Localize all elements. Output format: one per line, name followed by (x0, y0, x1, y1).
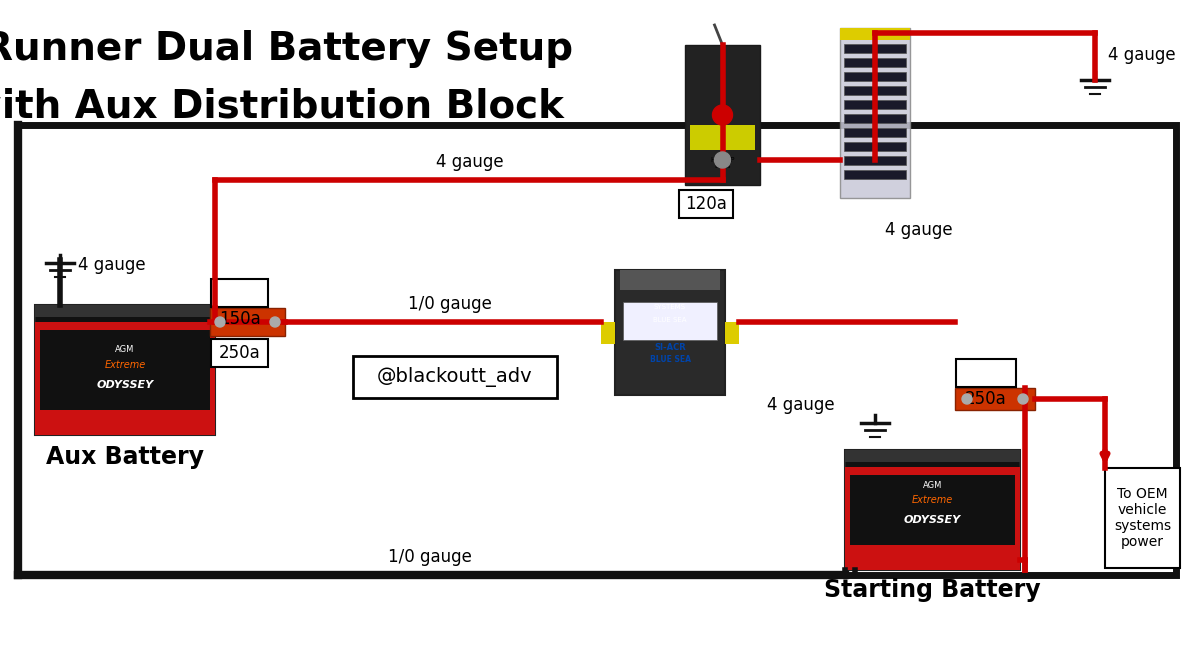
Bar (844, 44, 907, 53)
Text: 150a: 150a (219, 310, 261, 328)
Bar (35, 305, 215, 317)
Text: BLUE SEA: BLUE SEA (653, 317, 687, 323)
Bar (844, 114, 907, 123)
Bar (850, 475, 1015, 545)
FancyBboxPatch shape (353, 356, 557, 398)
Text: 250a: 250a (219, 344, 261, 362)
Bar (840, 28, 910, 198)
Bar (623, 302, 716, 340)
Circle shape (713, 105, 732, 125)
Bar (35, 322, 215, 417)
Bar (39, 330, 210, 410)
Bar (844, 170, 907, 179)
Text: Extreme: Extreme (104, 360, 146, 370)
Bar (840, 28, 910, 40)
Circle shape (215, 317, 225, 327)
Text: BLUE SEA: BLUE SEA (649, 356, 690, 364)
Bar (18, 125, 1176, 575)
Text: 4 gauge: 4 gauge (1107, 46, 1176, 64)
Text: AGM: AGM (115, 346, 135, 354)
Text: HI-AMP
Buss: HI-AMP Buss (710, 157, 734, 170)
Text: AGM: AGM (923, 480, 942, 490)
FancyBboxPatch shape (679, 190, 733, 218)
Bar (954, 388, 1035, 410)
Bar (846, 552, 1020, 570)
Bar (846, 467, 1020, 552)
Circle shape (1018, 394, 1029, 404)
Text: @blackoutt_adv: @blackoutt_adv (377, 367, 532, 387)
Text: Aux Battery: Aux Battery (45, 445, 205, 469)
Text: SI-ACR: SI-ACR (654, 342, 685, 352)
Text: with Aux Distribution Block: with Aux Distribution Block (0, 88, 565, 126)
Circle shape (270, 317, 280, 327)
Text: ODYSSEY: ODYSSEY (904, 515, 962, 525)
Bar (35, 417, 215, 435)
Text: 4 gauge: 4 gauge (885, 221, 953, 239)
Bar (846, 450, 1020, 462)
Bar (1105, 468, 1180, 568)
Bar (844, 156, 907, 165)
Bar (844, 86, 907, 95)
Bar (620, 270, 720, 290)
Text: 1/0 gauge: 1/0 gauge (388, 548, 472, 566)
Circle shape (714, 152, 731, 168)
Bar (690, 125, 755, 150)
Text: 4 gauge: 4 gauge (768, 396, 835, 414)
Bar (602, 322, 615, 344)
FancyBboxPatch shape (210, 279, 268, 307)
Bar (844, 72, 907, 81)
Text: 4 gauge: 4 gauge (78, 256, 146, 274)
Text: Starting Battery: Starting Battery (824, 578, 1041, 602)
Text: ODYSSEY: ODYSSEY (97, 380, 153, 390)
Text: SYSTEMS: SYSTEMS (654, 304, 687, 310)
Bar (685, 45, 759, 185)
Text: To OEM
vehicle
systems
power: To OEM vehicle systems power (1113, 486, 1171, 549)
Text: 120a: 120a (685, 195, 727, 213)
Bar (210, 308, 285, 336)
Text: 250a: 250a (965, 390, 1007, 408)
Bar (725, 322, 739, 344)
Bar (615, 270, 725, 395)
Text: 4 gauge: 4 gauge (437, 153, 504, 171)
Bar (844, 128, 907, 137)
Text: 4Runner Dual Battery Setup: 4Runner Dual Battery Setup (0, 30, 574, 68)
Bar (35, 305, 215, 435)
Circle shape (962, 394, 972, 404)
Text: 1/0 gauge: 1/0 gauge (408, 295, 492, 313)
FancyBboxPatch shape (210, 339, 268, 367)
Bar (844, 100, 907, 109)
FancyBboxPatch shape (956, 359, 1015, 387)
Text: Extreme: Extreme (911, 495, 953, 505)
Bar (844, 142, 907, 151)
Bar (846, 450, 1020, 570)
Bar (844, 58, 907, 67)
